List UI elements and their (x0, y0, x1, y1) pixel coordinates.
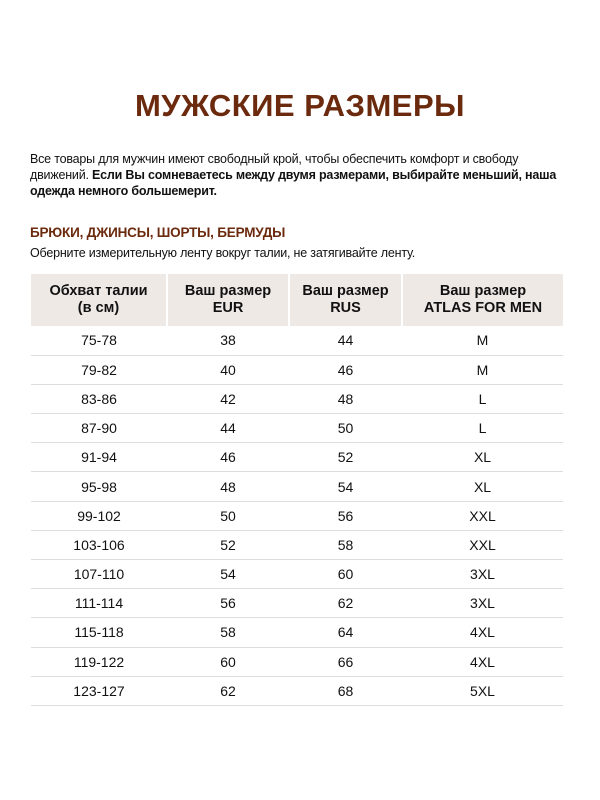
table-cell: 119-122 (31, 647, 167, 677)
section-note: Оберните измерительную ленту вокруг тали… (30, 246, 416, 260)
table-cell: 48 (167, 471, 289, 502)
table-cell: 111-114 (31, 588, 167, 619)
table-cell: 68 (289, 676, 402, 706)
table-cell: 44 (167, 413, 289, 444)
table-cell: 103-106 (31, 530, 167, 561)
table-cell: 52 (167, 530, 289, 561)
table-cell: XXL (402, 530, 563, 561)
table-row: 103-106 52 58 XXL (31, 530, 563, 561)
table-cell: 99-102 (31, 501, 167, 531)
table-row: 91-94 46 52 XL (31, 442, 563, 473)
table-cell: 60 (289, 559, 402, 590)
table-cell: 50 (167, 501, 289, 531)
table-cell: 42 (167, 384, 289, 415)
column-header-line: (в см) (77, 300, 120, 316)
column-header-line: ATLAS FOR MEN (423, 300, 543, 316)
table-cell: 48 (289, 384, 402, 415)
table-cell: 52 (289, 442, 402, 473)
table-cell: 115-118 (31, 617, 167, 648)
column-header-line: EUR (212, 300, 244, 316)
table-cell: 91-94 (31, 442, 167, 473)
table-row: 87-90 44 50 L (31, 413, 563, 444)
table-cell: L (402, 413, 563, 444)
table-cell: XXL (402, 501, 563, 531)
table-cell: 5XL (402, 676, 563, 706)
column-header-line: RUS (330, 300, 361, 316)
table-cell: 62 (289, 588, 402, 619)
table-cell: 58 (289, 530, 402, 561)
table-header-row: Обхват талии (в см) Ваш размер EUR Ваш разме… (31, 274, 563, 326)
table-row: 95-98 48 54 XL (31, 471, 563, 502)
column-header-line: Ваш размер (302, 283, 389, 299)
column-header: Ваш размер EUR (166, 274, 289, 326)
table-cell: 79-82 (31, 355, 167, 385)
table-cell: 54 (289, 471, 402, 502)
table-cell: 58 (167, 617, 289, 648)
table-row: 83-86 42 48 L (31, 384, 563, 415)
column-header-line: Обхват талии (49, 283, 148, 299)
size-table: Обхват талии (в см) Ваш размер EUR Ваш разме… (31, 274, 563, 706)
table-cell: 107-110 (31, 559, 167, 590)
table-cell: 50 (289, 413, 402, 444)
table-cell: 4XL (402, 647, 563, 677)
table-row: 111-114 56 62 3XL (31, 588, 563, 619)
table-cell: 3XL (402, 588, 563, 619)
column-header-line: Ваш размер (184, 283, 272, 299)
table-row: 107-110 54 60 3XL (31, 559, 563, 590)
intro-text: Все товары для мужчин имеют свободный кр… (30, 151, 570, 199)
table-cell: M (402, 355, 563, 385)
table-row: 115-118 58 64 4XL (31, 617, 563, 648)
table-cell: 66 (289, 647, 402, 677)
table-row: 75-78 38 44 M (31, 326, 563, 356)
table-cell: 83-86 (31, 384, 167, 415)
table-cell: 56 (289, 501, 402, 531)
table-cell: XL (402, 471, 563, 502)
column-header-line: Ваш размер (439, 283, 527, 299)
table-cell: 54 (167, 559, 289, 590)
table-cell: 46 (289, 355, 402, 385)
table-cell: 46 (167, 442, 289, 473)
table-cell: 75-78 (31, 326, 167, 356)
page-title: МУЖСКИЕ РАЗМЕРЫ (134, 88, 466, 123)
table-cell: M (402, 326, 563, 356)
table-row: 99-102 50 56 XXL (31, 501, 563, 531)
table-cell: 123-127 (31, 676, 167, 706)
table-cell: 56 (167, 588, 289, 619)
table-row: 123-127 62 68 5XL (31, 676, 563, 706)
table-cell: 44 (289, 326, 402, 356)
table-cell: 4XL (402, 617, 563, 648)
column-header: Обхват талии (в см) (31, 274, 167, 326)
column-header: Ваш размер ATLAS FOR MEN (401, 274, 563, 326)
table-cell: L (402, 384, 563, 415)
table-cell: 87-90 (31, 413, 167, 444)
table-cell: 95-98 (31, 471, 167, 502)
column-header: Ваш размер RUS (288, 274, 402, 326)
table-row: 79-82 40 46 M (31, 355, 563, 385)
table-cell: 64 (289, 617, 402, 648)
table-cell: XL (402, 442, 563, 473)
table-cell: 40 (167, 355, 289, 385)
table-cell: 60 (167, 647, 289, 677)
table-cell: 38 (167, 326, 289, 356)
intro-normal: Все товары для мужчин имеют свободный кр… (30, 152, 519, 182)
section-heading: БРЮКИ, ДЖИНСЫ, ШОРТЫ, БЕРМУДЫ (30, 225, 286, 240)
table-cell: 62 (167, 676, 289, 706)
intro-bold: Если Вы сомневаетесь между двумя размера… (30, 168, 557, 198)
table-cell: 3XL (402, 559, 563, 590)
table-row: 119-122 60 66 4XL (31, 647, 563, 677)
